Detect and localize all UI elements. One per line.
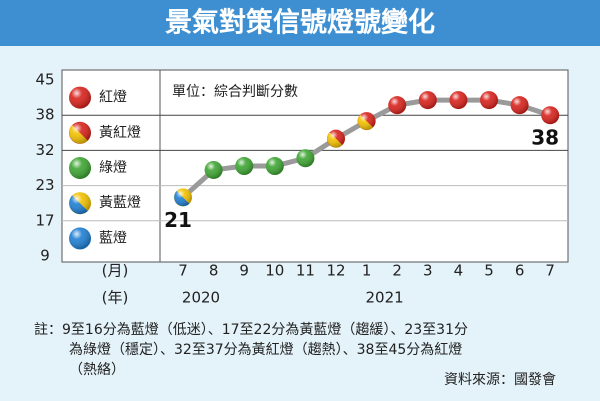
x-unit-label: (年) bbox=[102, 289, 129, 307]
x-tick-label: 6 bbox=[515, 262, 525, 280]
legend-label: 綠燈 bbox=[99, 160, 127, 176]
x-tick-label: 7 bbox=[545, 262, 555, 280]
ball-shine bbox=[69, 121, 91, 144]
legend-label: 紅燈 bbox=[99, 90, 127, 106]
signal-point bbox=[327, 129, 345, 148]
ball-shine bbox=[296, 149, 315, 168]
y-tick-label: 38 bbox=[35, 106, 54, 124]
signal-point bbox=[174, 188, 192, 207]
ball-shine bbox=[69, 157, 91, 179]
signal-point bbox=[204, 160, 223, 179]
title-banner bbox=[0, 0, 600, 46]
ball-shine bbox=[357, 112, 376, 131]
ball-shine bbox=[69, 227, 91, 250]
legend-ball bbox=[69, 192, 91, 215]
x-tick-label: 12 bbox=[326, 262, 345, 280]
data-label: 38 bbox=[531, 126, 559, 150]
data-label: 21 bbox=[164, 208, 192, 232]
legend-ball bbox=[69, 121, 91, 144]
legend-label: 黃藍燈 bbox=[99, 195, 141, 211]
signal-point bbox=[388, 96, 407, 115]
x-tick-label: 1 bbox=[362, 262, 372, 280]
signal-point bbox=[296, 149, 315, 168]
note-line: （熱絡） bbox=[69, 362, 125, 378]
signal-point bbox=[449, 91, 468, 110]
ball-shine bbox=[541, 106, 560, 125]
signal-point bbox=[235, 157, 254, 176]
ball-shine bbox=[480, 91, 498, 110]
legend-ball bbox=[69, 86, 91, 109]
ball-shine bbox=[510, 96, 529, 115]
x-tick-label: 3 bbox=[423, 262, 433, 280]
x-tick-label: 11 bbox=[296, 262, 315, 280]
ball-shine bbox=[69, 86, 91, 109]
ball-shine bbox=[69, 192, 91, 215]
source: 資料來源：國發會 bbox=[444, 372, 556, 388]
x-tick-label: 5 bbox=[484, 262, 494, 280]
signal-point bbox=[418, 91, 437, 110]
y-tick-label: 32 bbox=[35, 141, 54, 159]
signal-point bbox=[541, 106, 560, 125]
ball-shine bbox=[418, 91, 437, 110]
x-tick-label: 7 bbox=[178, 262, 188, 280]
y-tick-label: 9 bbox=[40, 247, 50, 265]
ball-shine bbox=[327, 129, 345, 148]
signal-point bbox=[480, 91, 498, 110]
note-line: 註：9至16分為藍燈（低迷）、17至22分為黃藍燈（趨緩）、23至31分 bbox=[34, 322, 468, 338]
y-tick-label: 23 bbox=[35, 176, 54, 194]
y-tick-label: 17 bbox=[35, 211, 54, 229]
signal-point bbox=[265, 157, 284, 176]
x-tick-label: 4 bbox=[454, 262, 464, 280]
note-line: 為綠燈（穩定）、32至37分為黃紅燈（趨熱）、38至45分為紅燈 bbox=[69, 342, 462, 358]
x-tick-label: 9 bbox=[239, 262, 249, 280]
ball-shine bbox=[388, 96, 407, 115]
ball-shine bbox=[449, 91, 468, 110]
ball-shine bbox=[235, 157, 254, 176]
ball-shine bbox=[265, 157, 284, 176]
ball-shine bbox=[174, 188, 192, 207]
legend-label: 藍燈 bbox=[99, 230, 127, 246]
x-unit-label: (月) bbox=[102, 262, 129, 280]
legend-label: 黃紅燈 bbox=[99, 125, 141, 141]
x-tick-label: 8 bbox=[209, 262, 219, 280]
year-label: 2021 bbox=[366, 289, 404, 307]
legend-ball bbox=[69, 157, 91, 179]
legend-ball bbox=[69, 227, 91, 250]
chart-title: 景氣對策信號燈號變化 bbox=[165, 7, 435, 39]
x-tick-label: 2 bbox=[392, 262, 402, 280]
signal-point bbox=[510, 96, 529, 115]
year-label: 2020 bbox=[182, 289, 220, 307]
ball-shine bbox=[204, 160, 223, 179]
y-tick-label: 45 bbox=[35, 71, 54, 89]
signal-point bbox=[357, 112, 376, 131]
unit-note: 單位：綜合判斷分數 bbox=[172, 84, 298, 100]
x-tick-label: 10 bbox=[265, 262, 284, 280]
